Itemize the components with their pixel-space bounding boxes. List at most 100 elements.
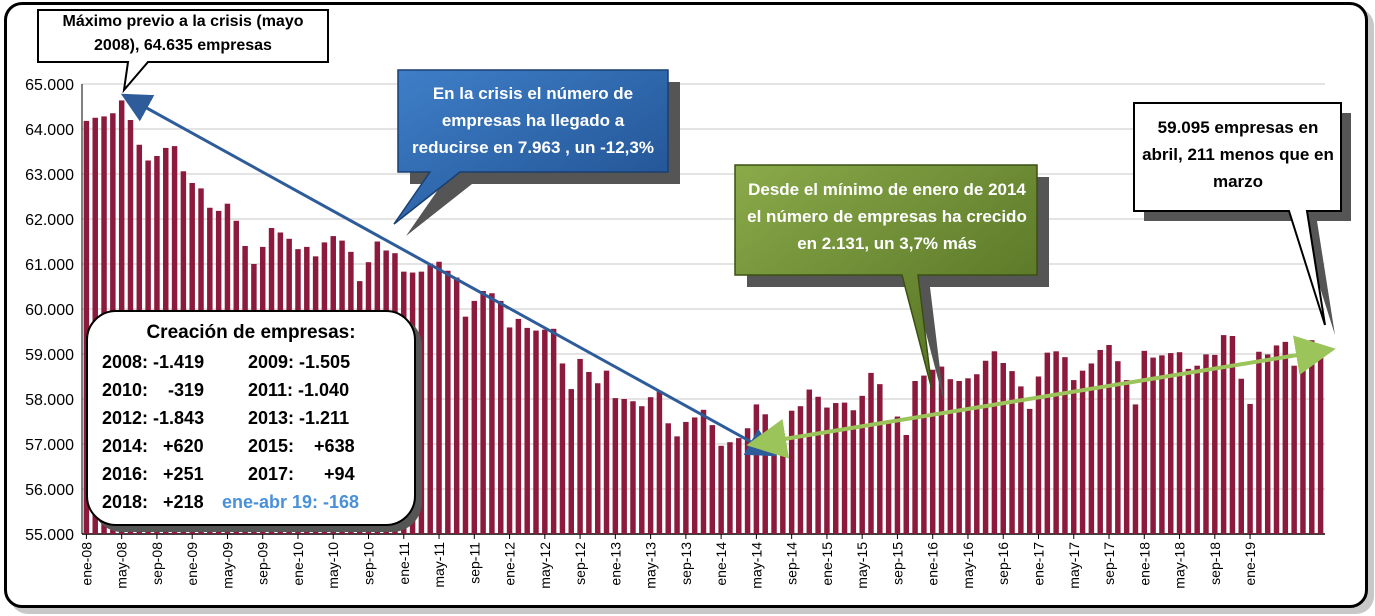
bar	[1300, 362, 1306, 534]
x-tick-label: ene-13	[607, 542, 623, 586]
stats-row-left: 2010: -319	[102, 380, 205, 400]
bar	[1291, 365, 1297, 534]
bar	[815, 396, 821, 534]
bar	[533, 330, 539, 534]
bar	[577, 358, 583, 534]
x-tick-label: may-18	[1172, 542, 1188, 589]
x-tick-label: may-13	[643, 542, 659, 589]
x-tick-label: ene-11	[396, 542, 412, 585]
bar	[1176, 352, 1183, 534]
stats-row-right: 2013: -1.211	[248, 408, 350, 428]
bar	[1159, 355, 1165, 534]
stats-row-right: 2009: -1.505	[248, 352, 351, 372]
bar	[1238, 378, 1244, 534]
stats-row-right: 2015: +638	[248, 436, 355, 456]
peak-callout	[37, 9, 329, 94]
y-tick-label: 64.000	[25, 122, 74, 139]
bar	[850, 410, 857, 534]
bar	[683, 421, 689, 534]
x-tick-label: sep-14	[784, 542, 800, 585]
bar	[868, 372, 874, 534]
bar	[727, 442, 733, 534]
bar	[471, 300, 478, 534]
bar	[859, 395, 865, 534]
bar	[462, 316, 469, 534]
x-tick-label: ene-09	[184, 542, 200, 586]
stats-title: Creación de empresas:	[146, 322, 356, 343]
crisis-annotation: En la crisis el número de empresas ha ll…	[412, 84, 654, 157]
x-tick-label: ene-10	[290, 542, 306, 586]
stats-row-left: 2012: -1.843	[102, 408, 205, 428]
growth-annotation: Desde el mínimo de enero de 2014 el núme…	[747, 180, 1027, 253]
x-tick-label: sep-10	[361, 542, 377, 585]
x-tick-label: may-12	[537, 542, 553, 589]
bar	[1203, 354, 1209, 534]
bar	[1062, 357, 1068, 534]
y-tick-label: 55.000	[25, 527, 74, 544]
bar	[445, 270, 451, 534]
latest-annotation: 59.095 empresas en abril, 211 menos que …	[1142, 118, 1334, 191]
bar	[1264, 354, 1271, 534]
y-tick-label: 60.000	[25, 302, 74, 319]
x-tick-label: sep-18	[1207, 542, 1223, 585]
x-tick-label: ene-12	[502, 542, 518, 586]
bar	[762, 414, 768, 534]
x-tick-label: ene-08	[78, 542, 94, 586]
bar	[788, 410, 795, 534]
x-tick-label: may-15	[854, 542, 870, 589]
x-tick-label: sep-17	[1101, 542, 1117, 585]
x-tick-label: ene-19	[1242, 542, 1258, 586]
x-tick-label: may-10	[325, 542, 341, 589]
bar	[894, 416, 901, 534]
x-tick-label: sep-13	[678, 542, 694, 585]
bar	[744, 428, 751, 534]
bar	[1273, 345, 1280, 534]
stats-row-left: 2018: +218	[102, 492, 204, 512]
stats-row-left: 2016: +251	[102, 464, 204, 484]
x-tick-label: may-17	[1066, 542, 1082, 589]
x-tick-label: may-14	[748, 542, 764, 589]
bar	[427, 263, 433, 534]
bar	[885, 421, 892, 534]
x-tick-label: ene-14	[713, 542, 729, 586]
bar	[630, 401, 636, 534]
bar	[674, 436, 680, 534]
bar	[489, 293, 495, 534]
y-tick-label: 58.000	[25, 392, 74, 409]
bar	[797, 406, 804, 534]
bar	[841, 402, 848, 534]
bar	[1044, 352, 1051, 534]
bar	[824, 407, 830, 534]
bar	[83, 120, 90, 535]
growth-callout	[734, 164, 1049, 402]
bar	[1256, 351, 1262, 534]
stats-row-right: 2017: +94	[248, 464, 355, 484]
bar	[877, 384, 883, 534]
bar	[568, 389, 574, 534]
bar	[524, 327, 530, 534]
bar	[709, 425, 716, 534]
bar	[912, 381, 918, 534]
bar	[806, 389, 813, 534]
stats-row-right: 2011: -1.040	[248, 380, 350, 400]
bar	[550, 328, 557, 534]
bar	[833, 403, 839, 534]
x-tick-label: ene-18	[1136, 542, 1152, 586]
x-tick-label: ene-16	[925, 542, 941, 586]
bar	[736, 438, 742, 534]
bar	[780, 441, 786, 534]
bar	[603, 370, 610, 534]
y-tick-label: 63.000	[25, 167, 74, 184]
bar	[1079, 370, 1086, 534]
bar	[991, 351, 998, 534]
bar	[639, 406, 645, 534]
bar	[1053, 351, 1059, 534]
bar	[418, 271, 425, 534]
peak-annotation: Máximo previo a la crisis (mayo 2008), 6…	[62, 13, 304, 54]
bar	[594, 383, 601, 534]
bar	[515, 318, 522, 534]
bar	[1212, 354, 1218, 534]
bar	[656, 390, 663, 534]
bar	[1282, 341, 1289, 534]
bar	[771, 430, 777, 534]
